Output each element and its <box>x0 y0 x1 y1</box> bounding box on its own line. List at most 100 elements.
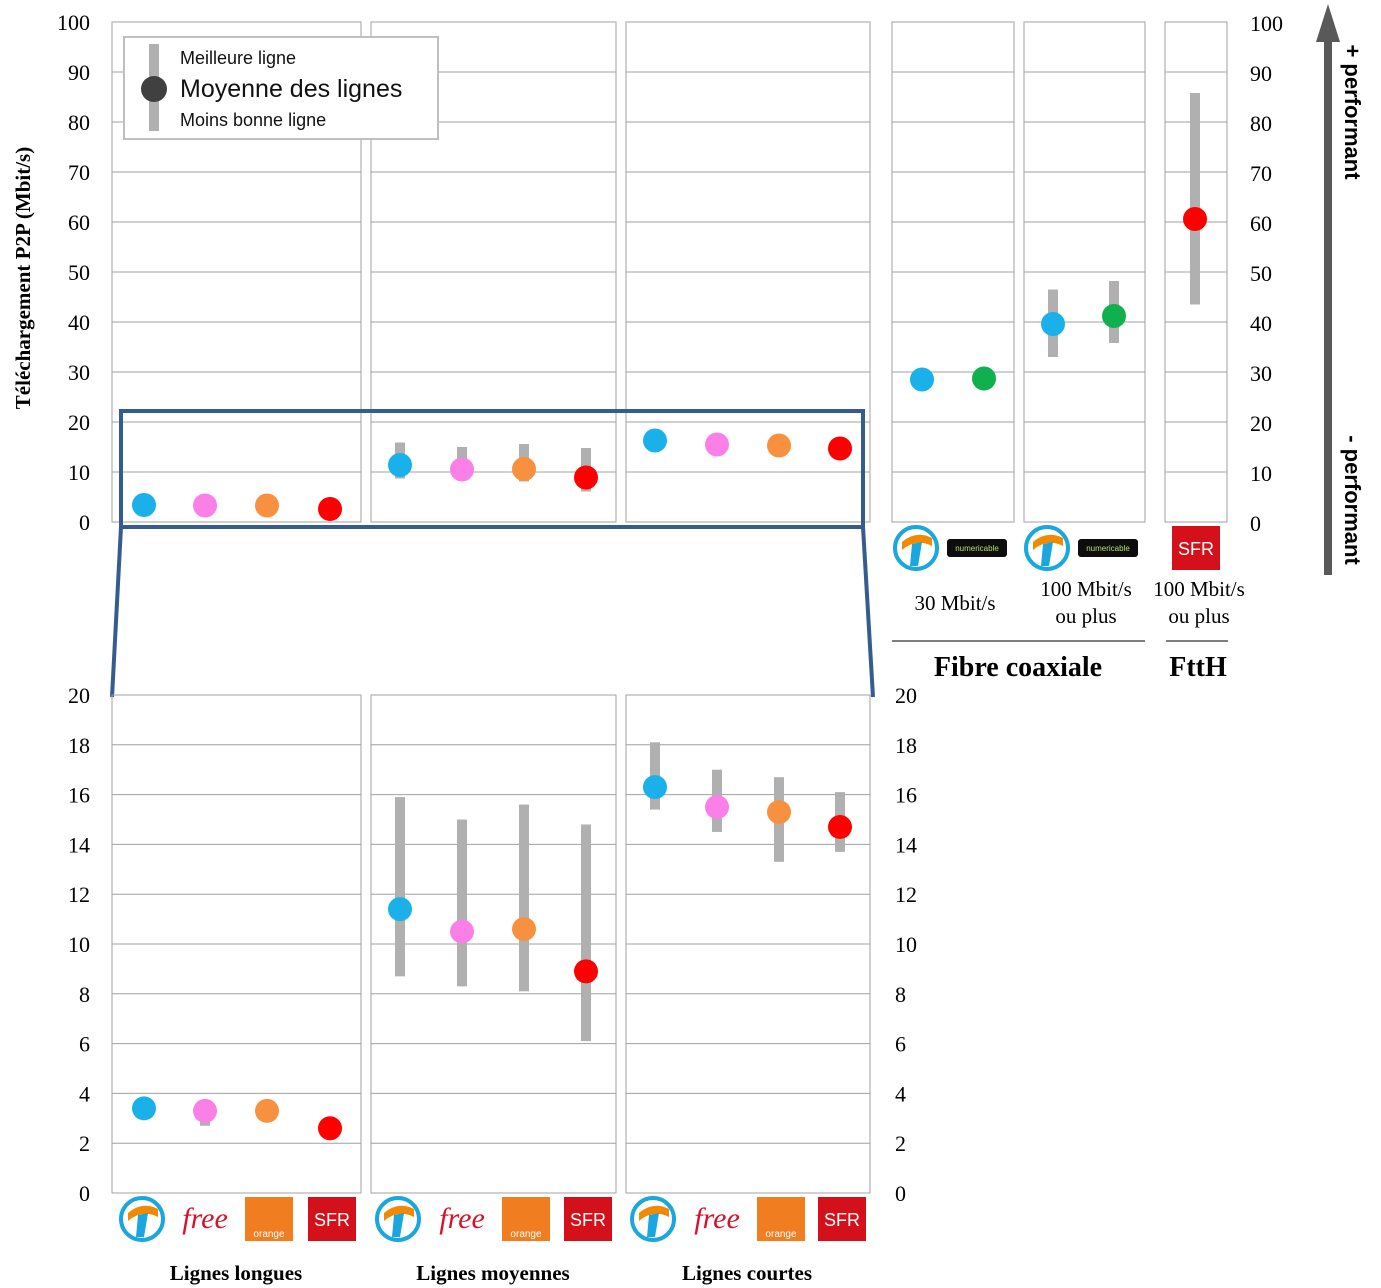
y-tick-label: 2 <box>895 1131 906 1156</box>
zoom-rectangle <box>119 409 865 529</box>
y-tick-label: 12 <box>68 882 90 907</box>
mean-point-bouygues <box>388 897 412 922</box>
zoom-connector-right <box>861 526 875 698</box>
y-tick-label: 0 <box>79 1181 90 1206</box>
top-panel-lignes-courtes <box>625 21 871 523</box>
top-panel-coax-30 <box>891 21 1015 523</box>
mean-point-sfr <box>1183 207 1207 231</box>
y-tick-label: 10 <box>1250 461 1272 486</box>
svg-text:orange: orange <box>765 1229 797 1240</box>
speed-label: 100 Mbit/s <box>1153 577 1245 601</box>
y-tick-label: 30 <box>1250 361 1272 386</box>
svg-text:SFR: SFR <box>314 1210 350 1230</box>
bottom-y-ticks-right: 0 2 4 6 8 10 12 14 16 18 20 <box>895 683 917 1206</box>
y-tick-label: 14 <box>68 832 90 857</box>
mean-point-orange <box>512 917 536 942</box>
zoom-frame <box>110 409 875 698</box>
bottom-panel-lignes-courtes <box>625 694 871 1194</box>
orange-logo: orange <box>502 1197 550 1241</box>
y-tick-label: 10 <box>68 460 90 485</box>
panel-frame <box>370 21 617 523</box>
mean-point-free <box>193 1098 217 1123</box>
free-logo: free <box>182 1202 228 1235</box>
bottom-panel-lignes-longues <box>111 694 362 1194</box>
legend-best-label: Meilleure ligne <box>180 48 296 68</box>
sfr-logo: SFR <box>308 1197 356 1241</box>
mean-point-sfr <box>318 1116 342 1141</box>
y-tick-label: 12 <box>895 882 917 907</box>
y-tick-label: 6 <box>79 1032 90 1057</box>
mean-point-free <box>450 457 474 482</box>
bottom-panel-lignes-moyennes <box>370 694 617 1194</box>
svg-text:numericable: numericable <box>955 544 999 553</box>
y-tick-label: 10 <box>68 932 90 957</box>
y-tick-label: 8 <box>79 982 90 1007</box>
arrow-label-up: + performant <box>1340 44 1365 180</box>
sfr-logo: SFR <box>564 1197 612 1241</box>
y-tick-label: 50 <box>68 260 90 285</box>
y-tick-label: 80 <box>1250 111 1272 136</box>
svg-text:free: free <box>694 1202 740 1235</box>
top-y-ticks-left: 0 10 20 30 40 50 60 70 80 90 100 <box>57 10 90 535</box>
y-tick-label: 30 <box>68 360 90 385</box>
numericable-logo: numericable <box>947 539 1007 557</box>
legend-mean-marker <box>141 76 167 102</box>
y-tick-label: 70 <box>68 160 90 185</box>
y-tick-label: 16 <box>895 783 917 808</box>
y-tick-label: 80 <box>68 110 90 135</box>
y-tick-label: 20 <box>1250 411 1272 436</box>
bouygues-logo <box>630 1196 676 1242</box>
mean-point-sfr <box>574 465 598 490</box>
svg-text:SFR: SFR <box>1178 539 1214 559</box>
y-tick-label: 6 <box>895 1032 906 1057</box>
speed-label: 100 Mbit/s <box>1040 577 1132 601</box>
speed-labels: 30 Mbit/s 100 Mbit/s ou plus 100 Mbit/s ou p… <box>892 577 1245 683</box>
mean-point-bouygues <box>132 1096 156 1121</box>
mean-point-bouygues <box>910 367 934 392</box>
bottom-logos: free orange SFR free orange SFR free orange SFR <box>119 1196 866 1242</box>
y-tick-label: 40 <box>68 310 90 335</box>
mean-point-numericable <box>972 366 996 391</box>
panel-frame <box>891 21 1015 523</box>
svg-text:free: free <box>439 1202 485 1235</box>
y-tick-label: 90 <box>1250 61 1272 86</box>
svg-text:orange: orange <box>253 1229 285 1240</box>
range-bar-orange <box>519 804 529 992</box>
mean-point-free <box>705 795 729 820</box>
group-label-coax: Fibre coaxiale <box>934 652 1102 683</box>
speed-label-line2: ou plus <box>1168 604 1229 628</box>
mean-point-bouygues <box>643 428 667 453</box>
panel-frame <box>1164 21 1228 523</box>
y-axis-title: Téléchargement P2P (Mbit/s) <box>11 147 35 409</box>
svg-text:free: free <box>182 1202 228 1235</box>
y-tick-label: 16 <box>68 783 90 808</box>
mean-point-orange <box>512 457 536 481</box>
bouygues-logo <box>119 1196 165 1242</box>
range-bar-free <box>457 819 467 987</box>
panel-frame <box>625 21 871 523</box>
mean-point-bouygues <box>132 493 156 517</box>
zoom-connector-left <box>110 526 123 698</box>
top-panel-ftth-100 <box>1164 21 1228 523</box>
speed-label: 30 Mbit/s <box>914 591 995 615</box>
panel-frame <box>370 694 617 1194</box>
y-tick-label: 2 <box>79 1131 90 1156</box>
bouygues-logo <box>375 1196 421 1242</box>
mean-point-sfr <box>574 959 598 984</box>
panel-frame <box>625 694 871 1194</box>
y-tick-label: 70 <box>1250 161 1272 186</box>
mean-point-numericable <box>1102 304 1126 328</box>
panel-frame <box>111 694 362 1194</box>
bottom-category-labels: Lignes longues Lignes moyennes Lignes cour… <box>170 1261 812 1285</box>
y-tick-label: 8 <box>895 982 906 1007</box>
arrow-label-down: - performant <box>1340 435 1365 565</box>
y-tick-label: 100 <box>57 10 90 35</box>
svg-text:numericable: numericable <box>1086 544 1130 553</box>
y-tick-label: 50 <box>1250 261 1272 286</box>
mean-point-free <box>450 919 474 944</box>
orange-logo: orange <box>245 1197 293 1241</box>
orange-logo: orange <box>757 1197 805 1241</box>
y-tick-label: 10 <box>895 932 917 957</box>
free-logo: free <box>439 1202 485 1235</box>
